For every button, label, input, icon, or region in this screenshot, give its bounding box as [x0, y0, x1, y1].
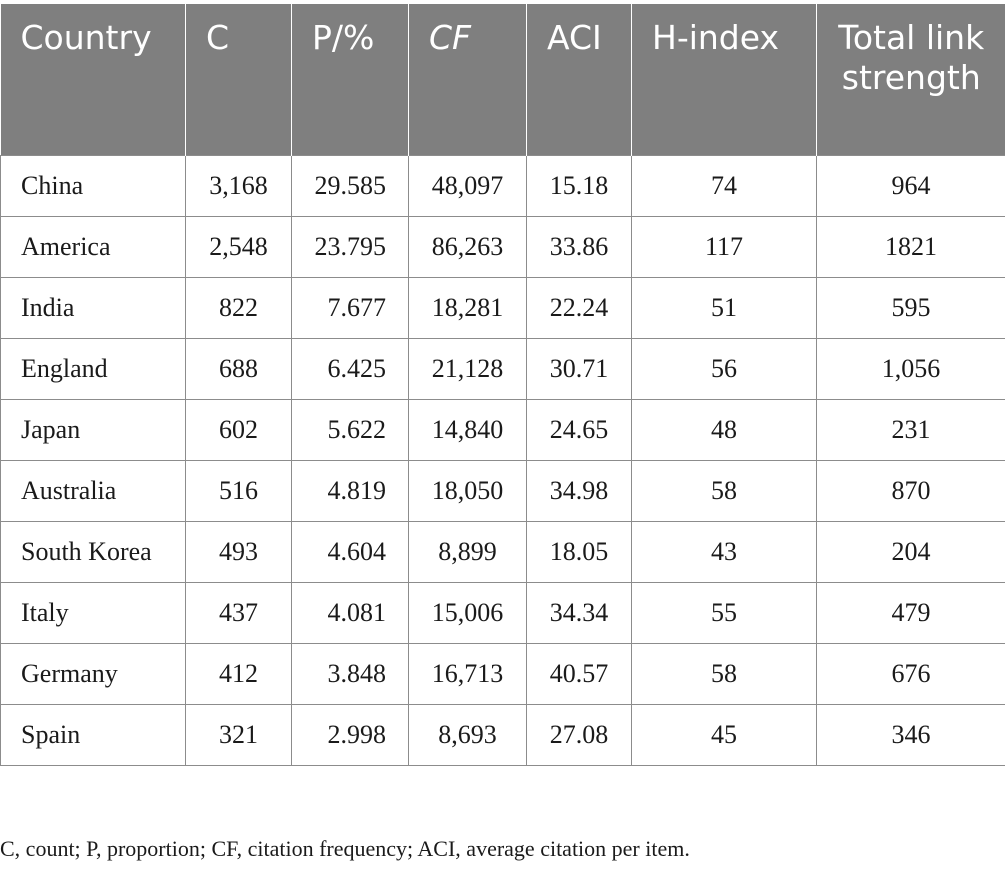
cell-citation-frequency: 16,713 [408, 642, 527, 705]
cell-citation-frequency: 8,693 [408, 703, 527, 766]
table-body: China 3,168 29.585 48,097 15.18 74 964 America 2… [0, 154, 1005, 766]
cell-total-link-strength: 1821 [816, 215, 1005, 278]
header-h-index: H-index [631, 4, 817, 155]
cell-h-index: 43 [631, 520, 817, 583]
header-citation-frequency: CF [408, 4, 527, 155]
cell-count: 493 [185, 520, 292, 583]
cell-total-link-strength: 870 [816, 459, 1005, 522]
cell-h-index: 45 [631, 703, 817, 766]
cell-total-link-strength: 1,056 [816, 337, 1005, 400]
cell-total-link-strength: 204 [816, 520, 1005, 583]
cell-citation-frequency: 48,097 [408, 154, 527, 217]
cell-aci: 30.71 [526, 337, 632, 400]
cell-country: America [0, 215, 186, 278]
cell-h-index: 56 [631, 337, 817, 400]
cell-aci: 34.98 [526, 459, 632, 522]
cell-proportion: 4.081 [291, 581, 409, 644]
table-row: Germany 412 3.848 16,713 40.57 58 676 [0, 642, 1005, 705]
cell-count: 3,168 [185, 154, 292, 217]
cell-proportion: 4.604 [291, 520, 409, 583]
header-aci: ACI [526, 4, 632, 155]
cell-country: Australia [0, 459, 186, 522]
cell-proportion: 4.819 [291, 459, 409, 522]
cell-country: Germany [0, 642, 186, 705]
header-count: C [185, 4, 292, 155]
cell-country: China [0, 154, 186, 217]
cell-h-index: 51 [631, 276, 817, 339]
cell-count: 602 [185, 398, 292, 461]
cell-country: Spain [0, 703, 186, 766]
cell-aci: 27.08 [526, 703, 632, 766]
cell-count: 437 [185, 581, 292, 644]
table-header: Country C P/% CF ACI H-index Total link … [0, 4, 1005, 155]
cell-total-link-strength: 231 [816, 398, 1005, 461]
cell-citation-frequency: 8,899 [408, 520, 527, 583]
cell-total-link-strength: 676 [816, 642, 1005, 705]
cell-proportion: 2.998 [291, 703, 409, 766]
table-row: China 3,168 29.585 48,097 15.18 74 964 [0, 154, 1005, 217]
data-table-container: Country C P/% CF ACI H-index Total link … [0, 4, 1005, 766]
header-proportion: P/% [291, 4, 409, 155]
cell-country: England [0, 337, 186, 400]
cell-count: 516 [185, 459, 292, 522]
table-row: India 822 7.677 18,281 22.24 51 595 [0, 276, 1005, 339]
cell-count: 822 [185, 276, 292, 339]
cell-proportion: 29.585 [291, 154, 409, 217]
cell-h-index: 48 [631, 398, 817, 461]
cell-total-link-strength: 595 [816, 276, 1005, 339]
cell-count: 688 [185, 337, 292, 400]
table-footnote: C, count; P, proportion; CF, citation fr… [0, 836, 690, 861]
table-row: England 688 6.425 21,128 30.71 56 1,056 [0, 337, 1005, 400]
cell-proportion: 7.677 [291, 276, 409, 339]
table-row: South Korea 493 4.604 8,899 18.05 43 204 [0, 520, 1005, 583]
table-row: Australia 516 4.819 18,050 34.98 58 870 [0, 459, 1005, 522]
cell-aci: 40.57 [526, 642, 632, 705]
table-row: America 2,548 23.795 86,263 33.86 117 1821 [0, 215, 1005, 278]
cell-proportion: 6.425 [291, 337, 409, 400]
table-row: Italy 437 4.081 15,006 34.34 55 479 [0, 581, 1005, 644]
header-row: Country C P/% CF ACI H-index Total link … [0, 4, 1005, 155]
cell-total-link-strength: 346 [816, 703, 1005, 766]
cell-h-index: 58 [631, 642, 817, 705]
cell-citation-frequency: 21,128 [408, 337, 527, 400]
header-total-link-strength: Total link strength [816, 4, 1005, 155]
cell-h-index: 55 [631, 581, 817, 644]
cell-h-index: 117 [631, 215, 817, 278]
cell-proportion: 23.795 [291, 215, 409, 278]
cell-count: 321 [185, 703, 292, 766]
cell-aci: 34.34 [526, 581, 632, 644]
cell-aci: 24.65 [526, 398, 632, 461]
cell-country: South Korea [0, 520, 186, 583]
cell-aci: 15.18 [526, 154, 632, 217]
cell-proportion: 3.848 [291, 642, 409, 705]
cell-total-link-strength: 479 [816, 581, 1005, 644]
cell-h-index: 58 [631, 459, 817, 522]
cell-aci: 18.05 [526, 520, 632, 583]
country-citation-table: Country C P/% CF ACI H-index Total link … [0, 4, 1005, 766]
cell-count: 2,548 [185, 215, 292, 278]
cell-total-link-strength: 964 [816, 154, 1005, 217]
cell-citation-frequency: 15,006 [408, 581, 527, 644]
cell-citation-frequency: 14,840 [408, 398, 527, 461]
cell-citation-frequency: 86,263 [408, 215, 527, 278]
cell-aci: 22.24 [526, 276, 632, 339]
table-row: Spain 321 2.998 8,693 27.08 45 346 [0, 703, 1005, 766]
cell-proportion: 5.622 [291, 398, 409, 461]
cell-count: 412 [185, 642, 292, 705]
cell-country: Italy [0, 581, 186, 644]
cell-country: India [0, 276, 186, 339]
cell-aci: 33.86 [526, 215, 632, 278]
cell-citation-frequency: 18,050 [408, 459, 527, 522]
cell-country: Japan [0, 398, 186, 461]
cell-h-index: 74 [631, 154, 817, 217]
table-row: Japan 602 5.622 14,840 24.65 48 231 [0, 398, 1005, 461]
cell-citation-frequency: 18,281 [408, 276, 527, 339]
header-country: Country [0, 4, 186, 155]
